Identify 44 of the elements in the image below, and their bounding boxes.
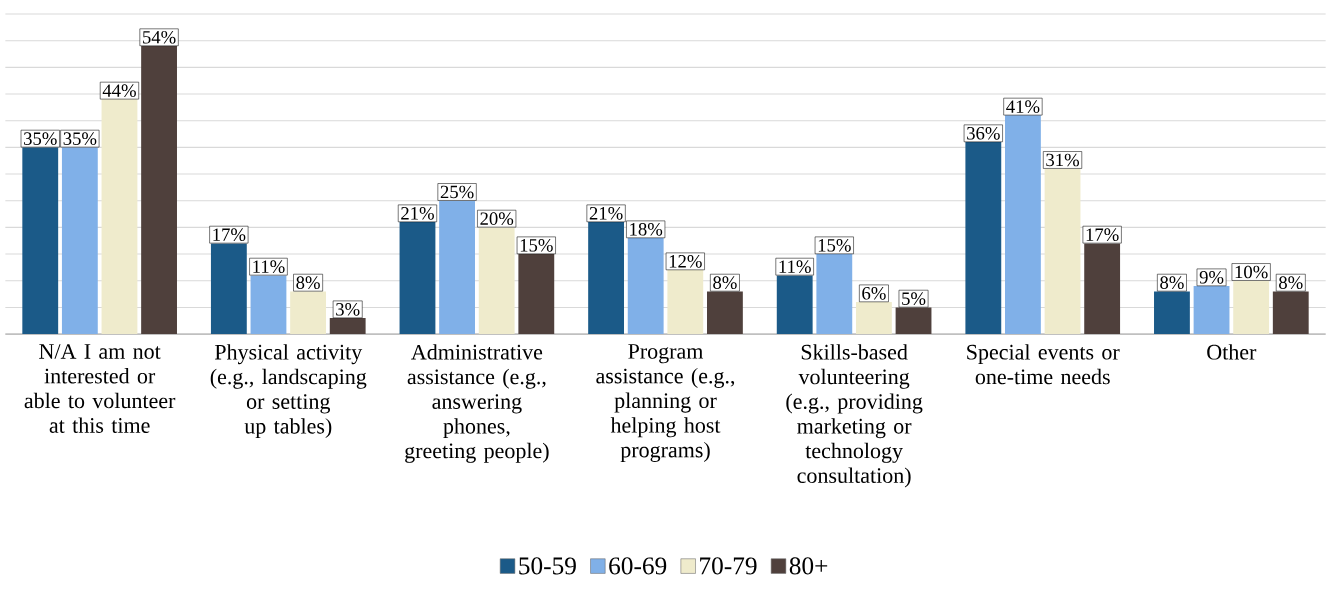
bar <box>588 222 625 335</box>
data-label: 41% <box>1006 100 1040 113</box>
data-label: 12% <box>669 254 702 268</box>
x-tick-label: Administrative assistance (e.g., answering phones, greeting people) <box>405 344 549 463</box>
data-label: 8% <box>713 276 737 289</box>
bar <box>61 147 98 335</box>
data-label: 25% <box>440 185 474 199</box>
legend-label: 80+ <box>789 557 828 575</box>
x-tick-label: N/A I am not interested or able to volunteer at this time <box>24 344 176 433</box>
data-label: 15% <box>818 238 851 252</box>
data-label: 8% <box>1279 276 1303 289</box>
data-label: 54% <box>143 30 176 44</box>
legend-label: 70-79 <box>700 557 757 575</box>
x-tick-label: Physical activity (e.g., landscaping or setting up tables) <box>210 344 367 439</box>
x-tick-label: Skills-based volunteering (e.g., providing marketing or technology consultation) <box>786 344 923 488</box>
data-label: 3% <box>336 302 360 316</box>
bar <box>1005 115 1041 335</box>
legend-label: 60-69 <box>609 557 667 575</box>
data-label: 11% <box>779 260 811 273</box>
data-label: 21% <box>401 206 434 220</box>
data-label: 8% <box>1160 276 1184 289</box>
bar <box>439 200 475 335</box>
data-label: 17% <box>1086 228 1119 241</box>
data-label: 36% <box>967 126 1000 140</box>
data-label: 11% <box>253 260 285 273</box>
legend-label: 50-59 <box>519 557 576 575</box>
data-label: 20% <box>480 212 514 225</box>
data-label: 8% <box>296 276 320 289</box>
data-label: 35% <box>24 132 57 145</box>
data-label: 44% <box>102 84 136 97</box>
data-label: 21% <box>589 206 623 220</box>
x-tick-label: Other <box>1207 344 1257 360</box>
data-label: 10% <box>1235 265 1268 279</box>
data-label: 9% <box>1199 270 1224 284</box>
data-label: 6% <box>862 286 886 300</box>
data-label: 31% <box>1046 153 1080 167</box>
x-tick-label: Program assistance (e.g., planning or helping host programs) <box>596 344 735 462</box>
data-label: 18% <box>630 222 663 236</box>
x-tick-label: Special events or one-time needs <box>967 344 1120 385</box>
bar <box>1193 286 1230 335</box>
data-label: 5% <box>902 292 926 305</box>
data-label: 15% <box>520 238 553 252</box>
data-label: 17% <box>213 228 246 241</box>
data-label: 35% <box>63 132 97 145</box>
